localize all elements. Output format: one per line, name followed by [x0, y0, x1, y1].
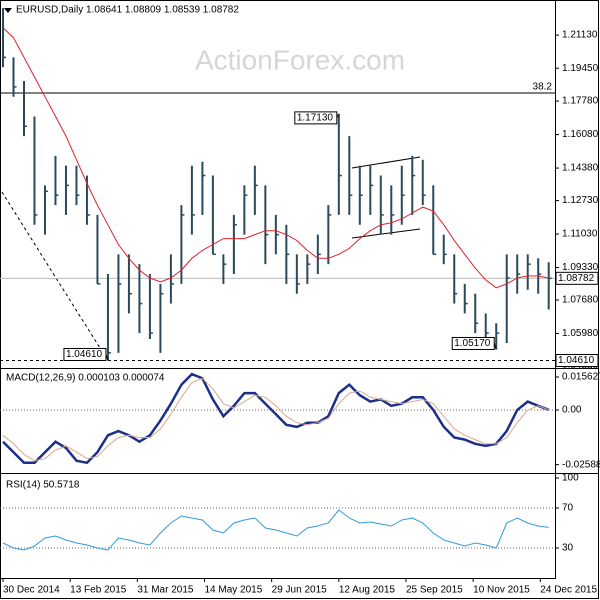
series-line: [2, 372, 550, 465]
annotation-box: [451, 336, 495, 350]
y-tick-label: 100: [562, 473, 579, 484]
x-tick-label: 31 Mar 2015: [137, 585, 194, 596]
level-box: [555, 271, 599, 285]
y-tick-label: 1.12730: [562, 195, 599, 206]
x-tick-label: 29 Jun 2015: [272, 585, 327, 596]
panel-title: MACD(12,26,9) 0.000103 0.000074: [6, 373, 165, 384]
menu-triangle: [4, 8, 12, 13]
annotation: 1.04610: [66, 349, 103, 360]
y-tick-label: 1.05980: [562, 328, 599, 339]
annotation-box: [294, 111, 338, 125]
panel-title: RSI(14) 50.5718: [6, 480, 80, 491]
moving-average: [2, 27, 549, 289]
y-tick-label: 1.09330: [562, 262, 599, 273]
level-label: 1.04610: [558, 355, 595, 366]
y-tick-label: 1.11030: [562, 229, 598, 240]
y-tick-label: 1.16080: [562, 129, 599, 140]
chart-title: EURUSD,Daily 1.08641 1.08809 1.08539 1.0…: [16, 5, 239, 16]
x-tick-label: 12 Aug 2015: [339, 585, 396, 596]
level-box: [555, 353, 599, 367]
trend-line: [1, 191, 106, 357]
x-tick-label: 13 Feb 2015: [70, 585, 127, 596]
y-tick-label: 1.21130: [562, 30, 598, 41]
y-tick-label: 1.17780: [562, 96, 599, 107]
annotation-box: [63, 347, 107, 361]
x-tick-label: 30 Dec 2014: [3, 585, 60, 596]
y-tick-label: 30: [562, 543, 574, 554]
y-tick-label: 0.015627: [562, 372, 600, 383]
y-tick-label: 1.14380: [562, 163, 599, 174]
y-tick-label: 1.19450: [562, 63, 599, 74]
y-tick-label: 0.00: [562, 405, 582, 416]
series-line: [2, 377, 549, 462]
channel-line: [351, 156, 421, 169]
x-tick-label: 10 Nov 2015: [473, 585, 530, 596]
annotation: 1.17130: [297, 113, 334, 124]
annotation: 1.05170: [454, 338, 491, 349]
y-tick-label: 1.07680: [562, 295, 599, 306]
x-tick-label: 14 May 2015: [204, 585, 262, 596]
level-label: 1.08782: [558, 273, 595, 284]
series-line: [2, 509, 549, 551]
x-tick-label: 24 Dec 2015: [540, 585, 597, 596]
level-label: 38.2: [533, 82, 553, 93]
x-tick-label: 25 Sep 2015: [406, 585, 463, 596]
y-tick-label: 70: [562, 503, 574, 514]
y-tick-label: -0.02588: [562, 459, 600, 470]
watermark: ActionForex.com: [195, 44, 405, 75]
